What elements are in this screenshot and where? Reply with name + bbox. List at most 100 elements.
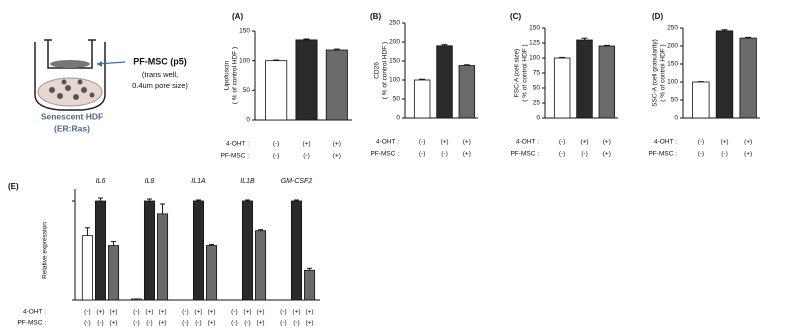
bar bbox=[436, 45, 453, 119]
condition-name: 4-OHT : bbox=[654, 139, 677, 146]
well bbox=[34, 42, 106, 111]
condition-name: PF-MSC : bbox=[17, 320, 46, 327]
condition-value: (-) bbox=[280, 309, 287, 316]
condition-value: (-) bbox=[97, 320, 104, 327]
condition-value: (+) bbox=[440, 139, 448, 146]
cell-note: (ER:Ras) bbox=[54, 123, 90, 133]
y-axis-label: Lipofuscin bbox=[224, 60, 231, 90]
condition-value: (+) bbox=[207, 320, 215, 327]
bar bbox=[108, 245, 120, 301]
bar bbox=[265, 60, 288, 121]
condition-value: (-) bbox=[273, 153, 280, 160]
bar bbox=[290, 200, 302, 301]
condition-value: (-) bbox=[195, 320, 202, 327]
condition-value: (-) bbox=[303, 153, 310, 160]
condition-value: (+) bbox=[720, 139, 728, 146]
condition-value: (+) bbox=[158, 309, 166, 316]
bar bbox=[255, 230, 267, 301]
y-tick-label: 150 bbox=[239, 28, 250, 35]
y-axis-label: Relative expression bbox=[42, 222, 49, 279]
condition-value: (-) bbox=[559, 151, 566, 158]
condition-value: (-) bbox=[419, 151, 426, 158]
bar bbox=[295, 39, 318, 121]
panel-label: (C) bbox=[510, 12, 521, 21]
condition-name: PF-MSC : bbox=[220, 153, 249, 160]
condition-value: (-) bbox=[581, 151, 588, 158]
bar bbox=[325, 49, 348, 121]
y-tick-label: 0 bbox=[396, 115, 400, 122]
condition-value: (-) bbox=[244, 320, 251, 327]
y-tick-label: 200 bbox=[389, 39, 400, 46]
bar bbox=[715, 30, 734, 119]
condition-name: PF-MSC : bbox=[370, 151, 399, 158]
condition-value: (-) bbox=[419, 139, 426, 146]
condition-value: (+) bbox=[744, 139, 752, 146]
condition-value: (-) bbox=[698, 151, 705, 158]
condition-value: (+) bbox=[207, 309, 215, 316]
bar bbox=[692, 81, 710, 119]
condition-value: (+) bbox=[256, 309, 264, 316]
cells bbox=[49, 79, 95, 100]
bar bbox=[458, 65, 476, 119]
y-axis-label: CD26 bbox=[374, 62, 381, 79]
hdf-layer bbox=[37, 77, 103, 107]
y-tick-label: 100 bbox=[529, 55, 540, 62]
bar bbox=[157, 213, 169, 301]
y-axis-label: ( % of control HDF ) bbox=[382, 42, 389, 99]
y-axis-label: ( % of control HDF ) bbox=[660, 44, 667, 101]
condition-name: 4-OHT : bbox=[376, 139, 399, 146]
condition-value: (-) bbox=[293, 320, 300, 327]
condition-value: (+) bbox=[603, 139, 611, 146]
y-tick-label: 25 bbox=[533, 100, 541, 107]
condition-value: (-) bbox=[84, 309, 91, 316]
y-tick-label: 100 bbox=[667, 79, 678, 86]
condition-value: (+) bbox=[463, 151, 471, 158]
y-tick-label: 50 bbox=[393, 96, 401, 103]
bar bbox=[206, 245, 218, 301]
condition-value: (+) bbox=[744, 151, 752, 158]
condition-value: (+) bbox=[580, 139, 588, 146]
condition-value: (+) bbox=[243, 309, 251, 316]
condition-value: (+) bbox=[603, 151, 611, 158]
condition-value: (-) bbox=[698, 139, 705, 146]
y-tick-label: 200 bbox=[667, 43, 678, 50]
condition-value: (+) bbox=[109, 320, 117, 327]
bar bbox=[241, 200, 253, 301]
insert-note: 0.4um pore size) bbox=[132, 81, 188, 90]
y-tick-label: 0 bbox=[674, 115, 678, 122]
condition-value: (-) bbox=[182, 309, 189, 316]
bar bbox=[304, 269, 316, 301]
condition-value: (-) bbox=[559, 139, 566, 146]
y-tick-label: 250 bbox=[389, 20, 400, 27]
y-tick-label: 50 bbox=[671, 97, 679, 104]
condition-value: (-) bbox=[280, 320, 287, 327]
insert-label: PF-MSC (p5) bbox=[133, 56, 187, 66]
y-tick-label: 150 bbox=[529, 25, 540, 32]
category-label: IL1B bbox=[240, 178, 255, 185]
condition-value: (+) bbox=[333, 153, 341, 160]
condition-value: (-) bbox=[231, 320, 238, 327]
condition-value: (+) bbox=[305, 309, 313, 316]
bar bbox=[192, 200, 204, 301]
condition-value: (-) bbox=[721, 151, 728, 158]
bar bbox=[598, 45, 616, 119]
y-axis-label: ( % of control HDF ) bbox=[232, 47, 239, 104]
category-label: IL6 bbox=[96, 178, 106, 185]
bar bbox=[81, 235, 93, 301]
panel-label: (A) bbox=[232, 12, 243, 21]
y-tick-label: 0 bbox=[246, 117, 250, 124]
condition-name: 4-OHT : bbox=[516, 139, 539, 146]
condition-value: (+) bbox=[109, 309, 117, 316]
insert-note: (trans well, bbox=[142, 70, 178, 79]
bar bbox=[143, 200, 155, 301]
y-tick-label: 0 bbox=[536, 115, 540, 122]
condition-value: (-) bbox=[133, 320, 140, 327]
y-tick-label: 150 bbox=[667, 61, 678, 68]
y-axis-label: FSC-A (cell size) bbox=[514, 49, 521, 97]
transwell-diagram: PF-MSC (p5) (trans well, 0.4um pore size… bbox=[34, 39, 188, 133]
y-tick-label: 150 bbox=[389, 58, 400, 65]
condition-value: (+) bbox=[302, 141, 310, 148]
bar bbox=[553, 57, 571, 119]
cell-label: Senescent HDF bbox=[41, 111, 103, 121]
